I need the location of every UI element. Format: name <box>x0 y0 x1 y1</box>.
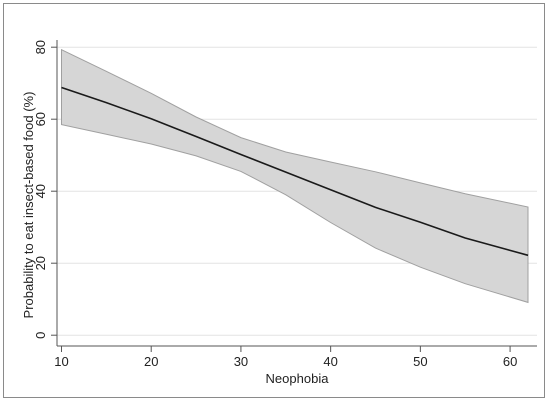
y-tick-label-40: 40 <box>33 184 48 198</box>
y-axis-title: Probability to eat insect-based food (%) <box>21 92 36 319</box>
x-tick-label-40: 40 <box>323 354 337 369</box>
y-axis-ticks: 0 20 40 60 80 <box>33 40 57 339</box>
fitted-line <box>61 86 529 257</box>
x-tick-label-10: 10 <box>54 354 68 369</box>
x-tick-label-50: 50 <box>413 354 427 369</box>
x-tick-label-20: 20 <box>144 354 158 369</box>
y-tick-label-0: 0 <box>33 332 48 339</box>
y-tick-label-80: 80 <box>33 40 48 54</box>
y-tick-label-60: 60 <box>33 112 48 126</box>
x-axis-ticks: 10 20 30 40 50 60 <box>54 346 517 369</box>
x-tick-label-30: 30 <box>234 354 248 369</box>
y-tick-label-20: 20 <box>33 256 48 270</box>
x-tick-label-60: 60 <box>503 354 517 369</box>
x-axis-title: Neophobia <box>266 371 330 386</box>
